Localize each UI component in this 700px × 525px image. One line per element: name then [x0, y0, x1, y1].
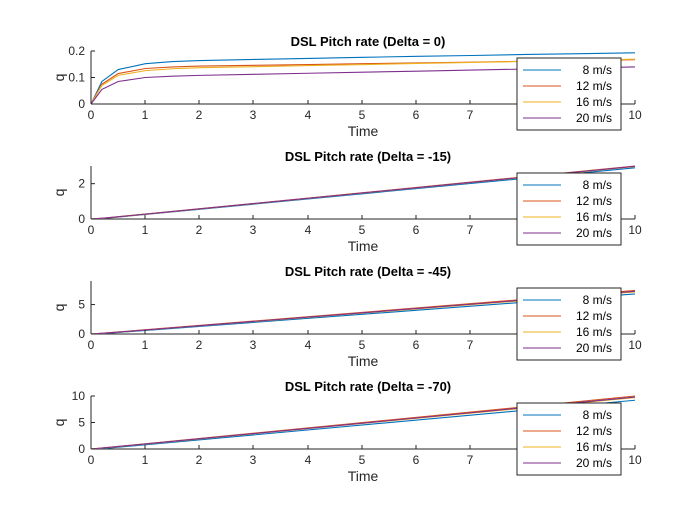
legend-label: 8 m/s — [583, 178, 612, 192]
chart-panel-1: 0 1 2 3 4 5 6 7 10 0 0.1 0.2 DSL Pitch rate (Delta =… — [51, 34, 642, 139]
y-tick-label: 0 — [78, 97, 85, 111]
x-tick-label: 7 — [467, 453, 474, 467]
x-tick-label: 1 — [142, 338, 149, 352]
x-tick-label: 4 — [305, 338, 312, 352]
y-tick-label: 0.1 — [68, 71, 85, 85]
x-tick-label: 6 — [413, 108, 420, 122]
chart-title: DSL Pitch rate (Delta = -15) — [285, 149, 451, 164]
legend-label: 16 m/s — [576, 95, 612, 109]
x-tick-label: 0 — [88, 453, 95, 467]
x-tick-label: 4 — [305, 108, 312, 122]
y-tick-label: 2 — [78, 177, 85, 191]
legend-label: 16 m/s — [576, 325, 612, 339]
x-axis-label: Time — [348, 353, 379, 369]
x-tick-label: 0 — [88, 108, 95, 122]
x-axis-label: Time — [348, 123, 379, 139]
legend-label: 8 m/s — [583, 408, 612, 422]
legend: 8 m/s 12 m/s 16 m/s 20 m/s — [516, 402, 622, 476]
x-tick-label: 1 — [142, 108, 149, 122]
x-tick-label: 5 — [359, 453, 366, 467]
x-tick-label: 3 — [250, 223, 257, 237]
y-tick-label: 0 — [78, 327, 85, 341]
x-axis-label: Time — [348, 238, 379, 254]
x-axis-label: Time — [348, 468, 379, 484]
x-tick-label: 3 — [250, 453, 257, 467]
legend-label: 20 m/s — [576, 341, 612, 355]
x-tick-label: 6 — [413, 453, 420, 467]
legend: 8 m/s 12 m/s 16 m/s 20 m/s — [516, 172, 622, 246]
x-tick-label: 4 — [305, 223, 312, 237]
series-line-20-m-s — [91, 165, 635, 219]
y-tick-label: 0 — [78, 442, 85, 456]
chart-title: DSL Pitch rate (Delta = 0) — [291, 34, 446, 49]
legend: 8 m/s 12 m/s 16 m/s 20 m/s — [516, 287, 622, 361]
x-tick-label: 5 — [359, 338, 366, 352]
y-axis-label: q — [51, 304, 67, 312]
x-tick-label: 0 — [88, 338, 95, 352]
y-tick-label: 0.2 — [68, 44, 85, 58]
x-tick-label: 1 — [142, 453, 149, 467]
x-tick-label: 6 — [413, 223, 420, 237]
x-tick-label: 2 — [196, 453, 203, 467]
chart-panel-4: 0 1 2 3 4 5 6 7 10 0 5 10 DSL Pitch rate (Delta = -7… — [51, 379, 642, 484]
x-tick-label: 1 — [142, 223, 149, 237]
legend-label: 12 m/s — [576, 309, 612, 323]
y-axis-label: q — [51, 189, 67, 197]
series-line-8-m-s — [91, 52, 635, 104]
series-line-20-m-s — [91, 396, 635, 449]
legend-label: 20 m/s — [576, 226, 612, 240]
y-axis-label: q — [51, 419, 67, 427]
chart-panel-3: 0 1 2 3 4 5 6 7 10 0 5 DSL Pitch rate (Delta = -45)… — [51, 264, 642, 369]
x-tick-label: 10 — [628, 108, 642, 122]
legend-label: 16 m/s — [576, 440, 612, 454]
x-tick-label: 7 — [467, 223, 474, 237]
y-tick-label: 10 — [72, 389, 86, 403]
x-tick-label: 4 — [305, 453, 312, 467]
x-tick-label: 3 — [250, 338, 257, 352]
legend-label: 8 m/s — [583, 293, 612, 307]
y-tick-label: 5 — [78, 416, 85, 430]
legend-label: 12 m/s — [576, 424, 612, 438]
x-tick-label: 0 — [88, 223, 95, 237]
series-line-20-m-s — [91, 290, 635, 334]
chart-title: DSL Pitch rate (Delta = -45) — [285, 264, 451, 279]
y-tick-label: 0 — [78, 212, 85, 226]
legend-label: 8 m/s — [583, 63, 612, 77]
legend-label: 20 m/s — [576, 456, 612, 470]
x-tick-label: 5 — [359, 223, 366, 237]
x-tick-label: 5 — [359, 108, 366, 122]
chart-panel-2: 0 1 2 3 4 5 6 7 10 0 2 DSL Pitch rate (Delta = -15)… — [51, 149, 642, 254]
x-tick-label: 6 — [413, 338, 420, 352]
x-tick-label: 2 — [196, 108, 203, 122]
x-tick-label: 7 — [467, 108, 474, 122]
x-tick-label: 7 — [467, 338, 474, 352]
x-tick-label: 10 — [628, 453, 642, 467]
y-tick-label: 5 — [78, 298, 85, 312]
legend-label: 20 m/s — [576, 111, 612, 125]
y-axis-label: q — [51, 74, 67, 82]
x-tick-label: 2 — [196, 223, 203, 237]
x-tick-label: 2 — [196, 338, 203, 352]
x-tick-label: 3 — [250, 108, 257, 122]
chart-title: DSL Pitch rate (Delta = -70) — [285, 379, 451, 394]
legend-label: 12 m/s — [576, 79, 612, 93]
legend: 8 m/s 12 m/s 16 m/s 20 m/s — [516, 57, 622, 131]
x-tick-label: 10 — [628, 338, 642, 352]
legend-label: 12 m/s — [576, 194, 612, 208]
legend-label: 16 m/s — [576, 210, 612, 224]
x-tick-label: 10 — [628, 223, 642, 237]
